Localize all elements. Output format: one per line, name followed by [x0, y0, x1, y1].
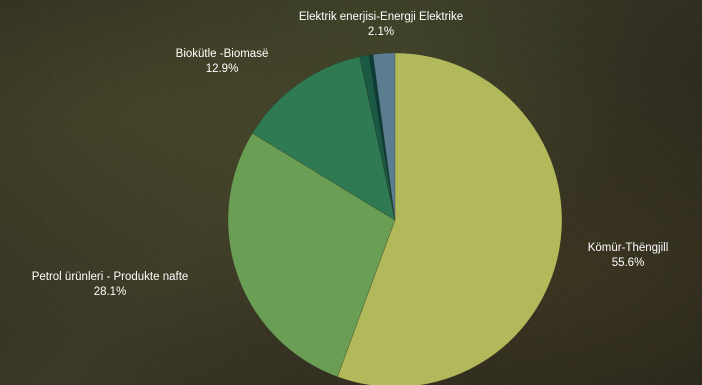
pie-slice-5	[368, 54, 396, 221]
pie-slice-2	[227, 132, 396, 378]
slice-label-6: Elektrik enerjisi-Energji Elektrike	[299, 11, 463, 23]
pie-slice-3	[251, 56, 396, 221]
pie-slice-6	[372, 52, 396, 221]
slice-label-2: Petrol ürünleri - Produkte nafte	[32, 271, 189, 283]
slice-label-1: Kömür-Thëngjill	[588, 242, 669, 254]
slice-value-label-1: 55.6%	[612, 257, 645, 269]
slice-value-label-6: 2.1%	[368, 26, 394, 38]
pie-slice-1	[337, 52, 563, 385]
pie-slice-4	[359, 54, 396, 221]
slice-value-label-3: 12.9%	[206, 63, 239, 75]
slice-label-3: Biokütle -Biomasë	[176, 48, 269, 60]
slice-value-label-2: 28.1%	[94, 286, 127, 298]
